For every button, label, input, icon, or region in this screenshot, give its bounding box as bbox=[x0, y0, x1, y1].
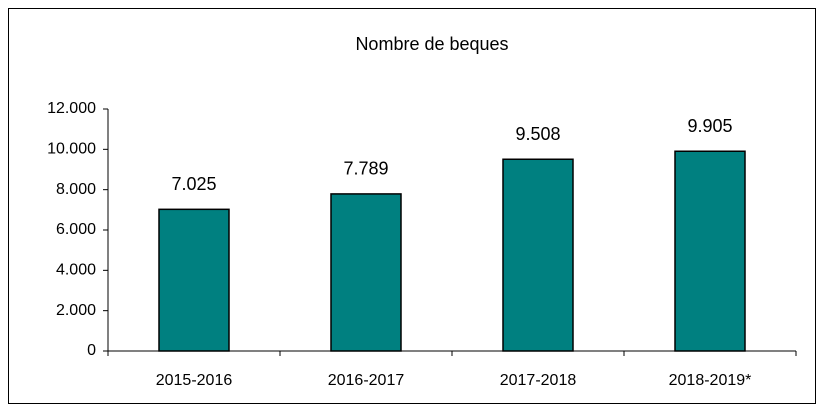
y-tick-label: 2.000 bbox=[56, 302, 96, 319]
x-tick-label: 2016-2017 bbox=[328, 372, 405, 389]
bar bbox=[330, 193, 402, 352]
y-tick-label: 12.000 bbox=[47, 100, 96, 117]
x-tick-label: 2018-2019* bbox=[669, 372, 752, 389]
y-tick-label: 8.000 bbox=[56, 181, 96, 198]
x-tick-label: 2017-2018 bbox=[500, 372, 577, 389]
data-label: 9.508 bbox=[515, 124, 560, 144]
y-tick-label: 0 bbox=[87, 342, 96, 359]
bar bbox=[502, 158, 574, 352]
y-tick-label: 10.000 bbox=[47, 141, 96, 158]
chart-title: Nombre de beques bbox=[355, 34, 508, 54]
data-label: 9.905 bbox=[687, 116, 732, 136]
y-tick-label: 4.000 bbox=[56, 262, 96, 279]
bar bbox=[674, 150, 746, 352]
x-tick-label: 2015-2016 bbox=[156, 372, 233, 389]
data-label: 7.789 bbox=[343, 159, 388, 179]
data-label: 7.025 bbox=[171, 174, 216, 194]
y-tick-label: 6.000 bbox=[56, 221, 96, 238]
bar bbox=[158, 208, 230, 352]
